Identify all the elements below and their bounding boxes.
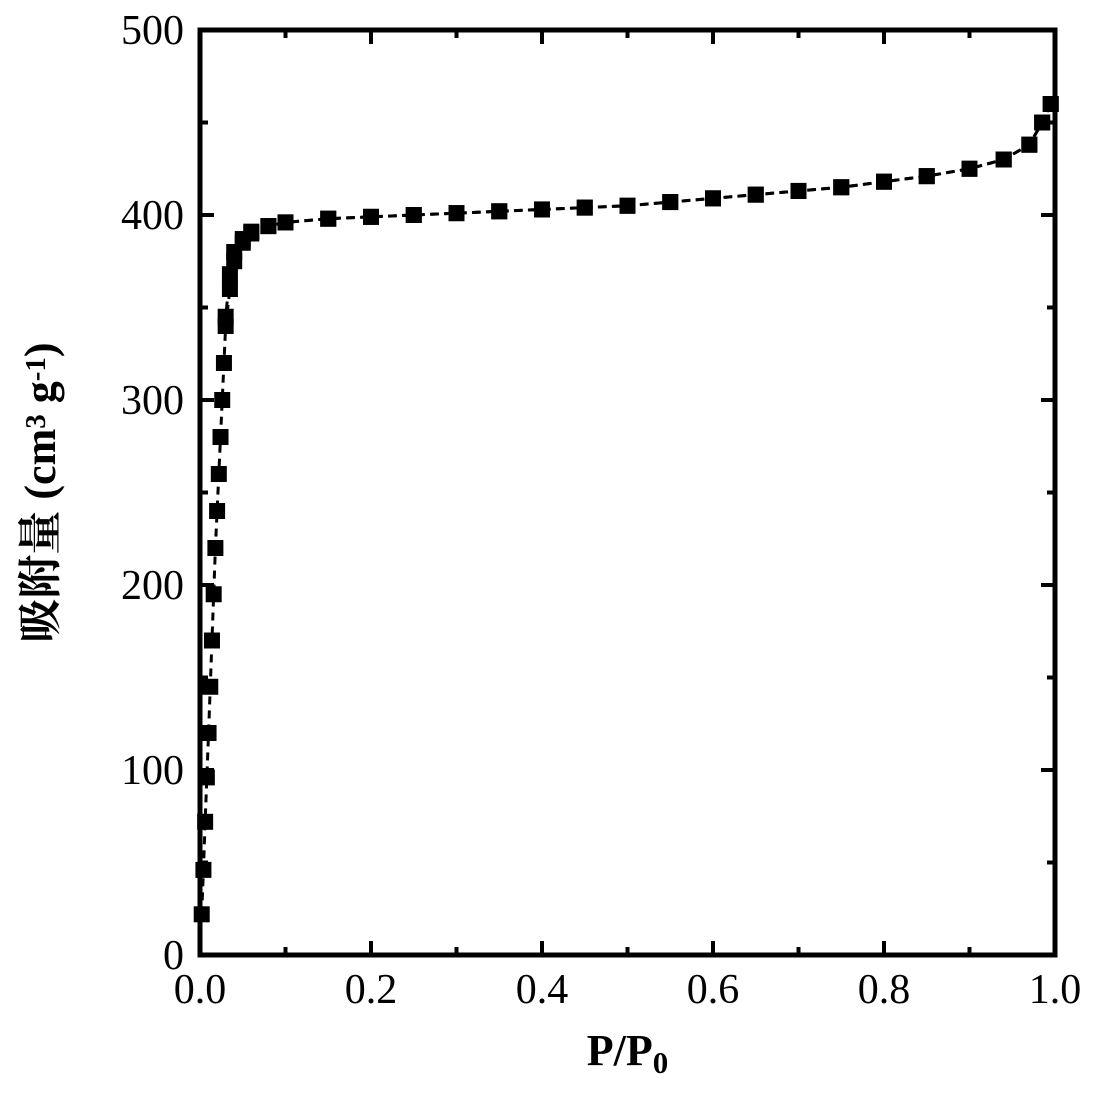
series-marker-desorption: [620, 198, 636, 214]
series-marker-adsorption: [195, 862, 211, 878]
series-marker-desorption: [260, 218, 276, 234]
x-tick-label: 0.4: [516, 967, 569, 1013]
series-marker-desorption: [406, 207, 422, 223]
series-marker-adsorption: [207, 540, 223, 556]
series-marker-desorption: [1043, 96, 1059, 112]
series-marker-desorption: [577, 200, 593, 216]
series-marker-adsorption: [199, 769, 215, 785]
series-marker-desorption: [320, 211, 336, 227]
series-marker-desorption: [662, 194, 678, 210]
y-tick-label: 100: [121, 748, 184, 794]
series-marker-desorption: [833, 179, 849, 195]
y-tick-label: 200: [121, 563, 184, 609]
isotherm-chart: 0.00.20.40.60.81.00100200300400500P/P0吸附…: [0, 0, 1117, 1095]
x-tick-label: 0.2: [345, 967, 398, 1013]
y-tick-label: 400: [121, 193, 184, 239]
series-marker-adsorption: [209, 503, 225, 519]
series-marker-desorption: [996, 152, 1012, 168]
series-marker-desorption: [962, 161, 978, 177]
series-marker-adsorption: [206, 586, 222, 602]
series-marker-desorption: [449, 205, 465, 221]
series-marker-desorption: [705, 190, 721, 206]
series-marker-desorption: [876, 174, 892, 190]
series-marker-adsorption: [194, 906, 210, 922]
y-tick-label: 0: [163, 933, 184, 979]
series-marker-desorption: [748, 187, 764, 203]
series-marker-desorption: [491, 203, 507, 219]
series-marker-adsorption: [201, 725, 217, 741]
series-marker-desorption: [278, 214, 294, 230]
series-marker-adsorption: [216, 355, 232, 371]
series-marker-desorption: [363, 209, 379, 225]
x-tick-label: 1.0: [1029, 967, 1082, 1013]
series-marker-adsorption: [204, 633, 220, 649]
x-tick-label: 0.6: [687, 967, 740, 1013]
series-marker-adsorption: [214, 392, 230, 408]
series-marker-desorption: [1034, 115, 1050, 131]
series-marker-adsorption: [213, 429, 229, 445]
y-tick-label: 500: [121, 8, 184, 54]
chart-svg: 0.00.20.40.60.81.00100200300400500P/P0吸附…: [0, 0, 1117, 1095]
series-marker-adsorption: [197, 814, 213, 830]
series-marker-desorption: [222, 266, 238, 282]
x-tick-label: 0.8: [858, 967, 911, 1013]
series-marker-desorption: [226, 244, 242, 260]
series-marker-desorption: [218, 309, 234, 325]
series-marker-adsorption: [202, 679, 218, 695]
y-tick-label: 300: [121, 378, 184, 424]
series-marker-desorption: [534, 201, 550, 217]
series-marker-adsorption: [211, 466, 227, 482]
series-marker-desorption: [919, 168, 935, 184]
series-marker-desorption: [1021, 137, 1037, 153]
series-marker-desorption: [791, 183, 807, 199]
